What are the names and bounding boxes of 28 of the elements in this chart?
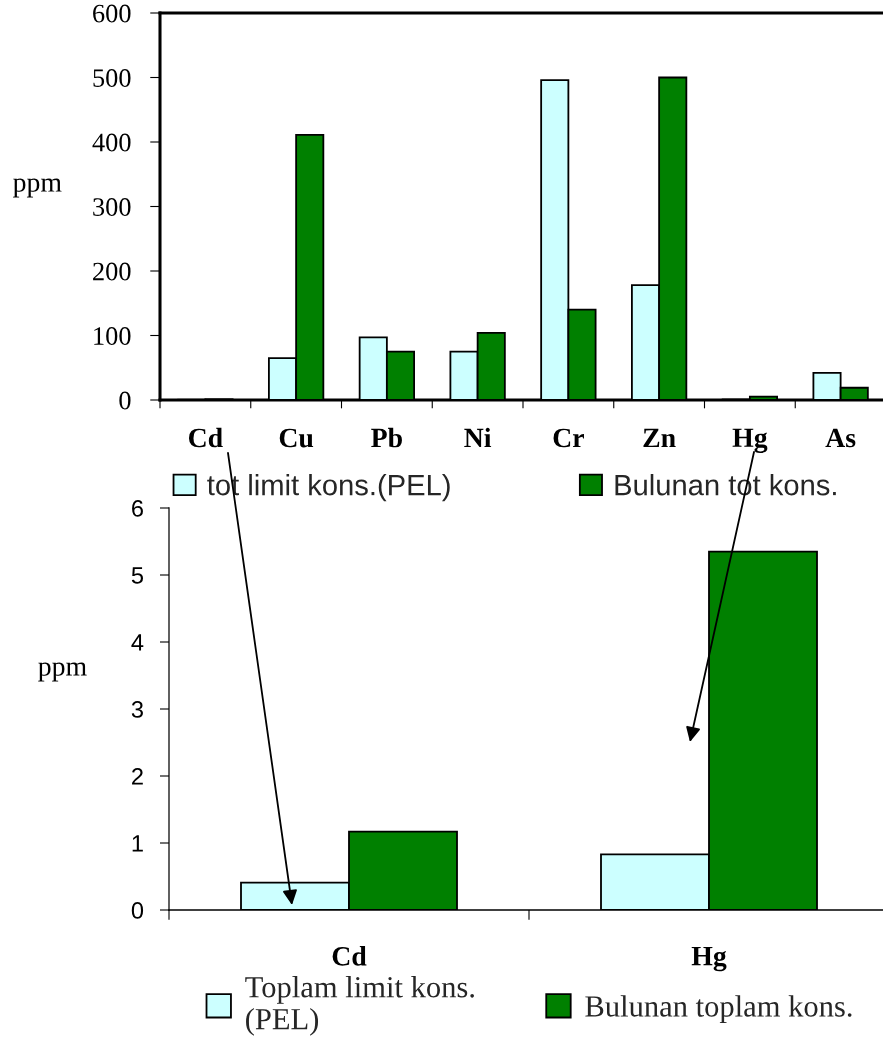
x-tick-label: Hg — [691, 946, 727, 972]
y-tick-label: 400 — [92, 133, 131, 152]
x-tick-label: Pb — [371, 427, 402, 448]
legend-label: Toplam limit kons. (PEL) — [245, 976, 474, 1036]
y-tick-label: 6 — [132, 500, 143, 517]
y-axis-title: ppm — [13, 178, 62, 198]
x-tick-label: As — [825, 428, 856, 448]
x-tick-label: Ni — [464, 427, 492, 448]
y-tick-label: 100 — [94, 327, 131, 345]
y-tick-label: 500 — [93, 69, 131, 87]
y-tick-label: 2 — [132, 768, 143, 785]
y-tick-label: 4 — [131, 634, 144, 651]
x-tick-label: Hg — [732, 428, 768, 453]
x-tick-label: Zn — [643, 428, 676, 448]
y-tick-label: 1 — [132, 835, 143, 852]
x-tick-label: Cu — [279, 428, 314, 448]
legend-label: Bulunan toplam kons. — [585, 995, 852, 1023]
x-tick-label: Cd — [188, 427, 223, 448]
y-tick-label: 3 — [131, 701, 143, 718]
y-tick-label: 200 — [93, 262, 131, 281]
y-tick-label: 5 — [131, 567, 144, 584]
y-tick-label: 300 — [93, 198, 131, 216]
x-tick-label: Cr — [553, 428, 584, 448]
y-tick-label: 600 — [93, 4, 131, 23]
y-tick-label: 0 — [119, 391, 131, 410]
x-tick-label: Cd — [332, 946, 367, 966]
y-tick-label: 0 — [131, 902, 144, 919]
y-axis-title: ppm — [38, 662, 87, 682]
